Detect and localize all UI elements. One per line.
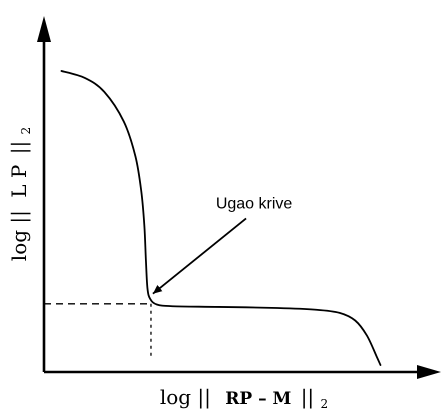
x-axis-label: log || RP – M || 2 <box>160 385 328 411</box>
l-curve-line <box>60 70 382 366</box>
y-axis-label-math: L P <box>7 165 31 198</box>
annotation-layer: Ugao krive <box>152 195 293 295</box>
curve-layer <box>60 70 382 366</box>
y-axis-arrow-icon <box>37 16 51 42</box>
guides-layer <box>44 303 152 356</box>
x-axis-label-subscript: 2 <box>321 397 329 411</box>
annotation-arrow <box>152 217 247 295</box>
x-axis-label-prefix: log || <box>160 385 211 410</box>
y-axis-label: log || L P || 2 <box>7 127 33 261</box>
annotation-label: Ugao krive <box>216 195 293 212</box>
x-axis-arrow-icon <box>417 365 441 379</box>
y-axis-label-prefix: log || <box>7 210 32 261</box>
x-axis-label-math: RP – M <box>225 389 291 409</box>
y-axis-label-suffix: || <box>7 141 32 154</box>
y-axis-label-subscript: 2 <box>19 127 33 135</box>
x-axis-label-suffix: || <box>301 385 314 410</box>
axes-layer <box>37 16 441 379</box>
